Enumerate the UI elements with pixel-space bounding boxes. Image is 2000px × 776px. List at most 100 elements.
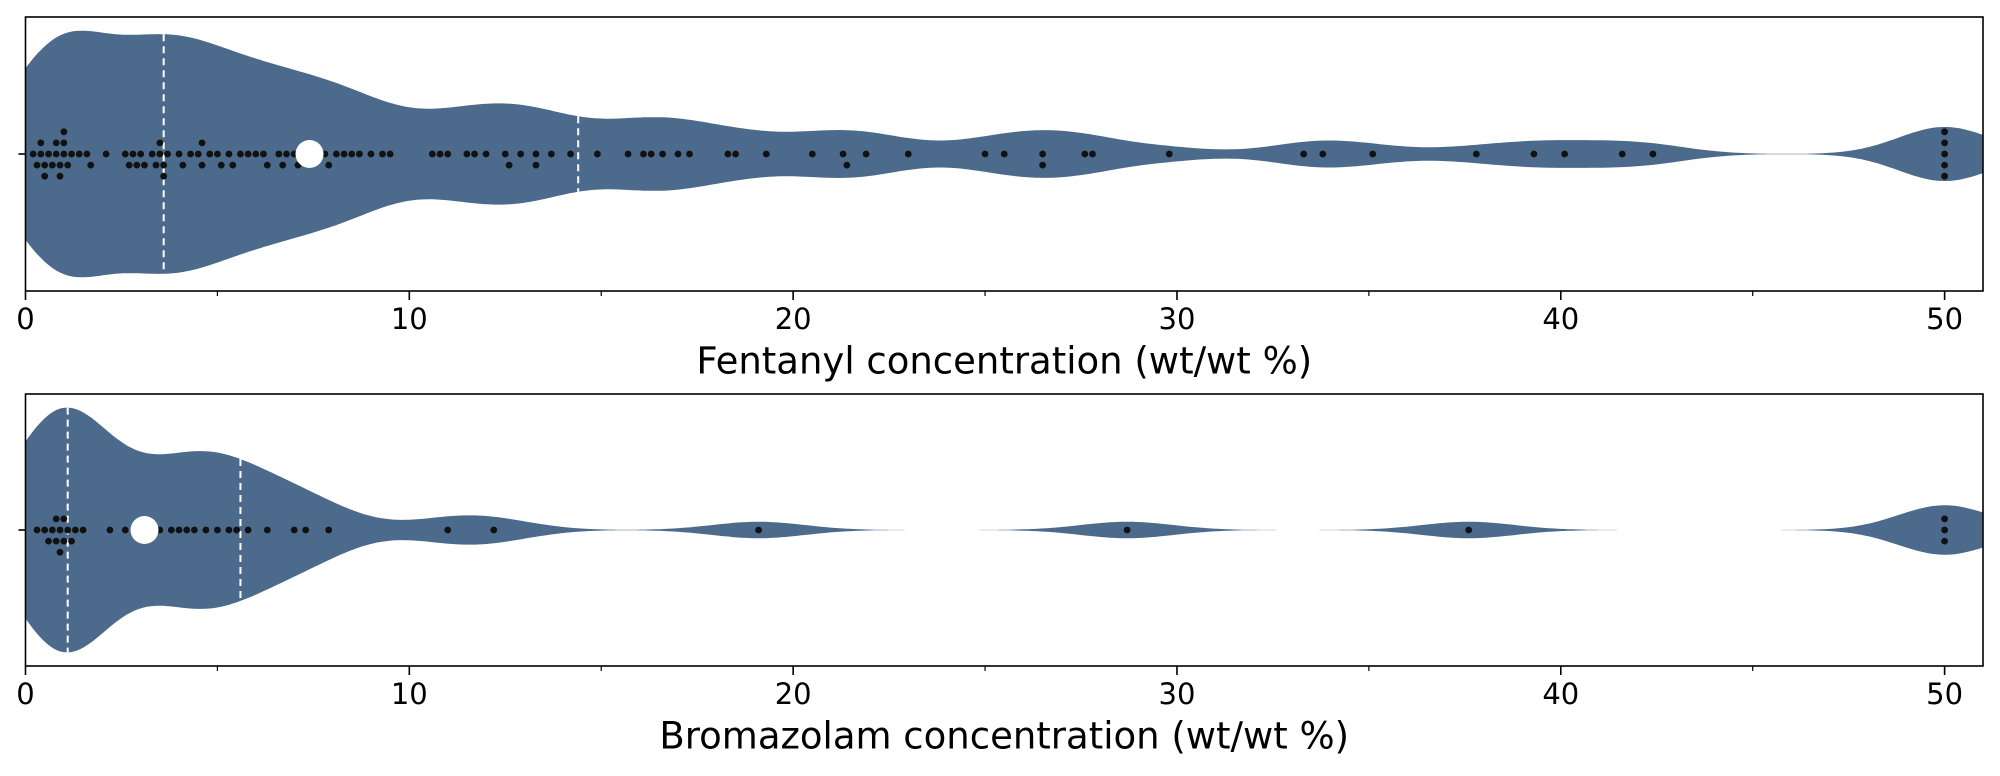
data-point bbox=[356, 150, 363, 158]
data-point bbox=[187, 150, 194, 158]
data-point bbox=[1472, 150, 1480, 158]
data-point bbox=[87, 161, 95, 169]
data-point bbox=[1123, 526, 1131, 534]
data-point bbox=[148, 150, 156, 158]
x-tick-label: 20 bbox=[775, 677, 812, 711]
data-point bbox=[160, 161, 168, 169]
data-point bbox=[490, 526, 498, 534]
data-point bbox=[1941, 128, 1949, 136]
data-point bbox=[283, 150, 290, 158]
data-point bbox=[517, 150, 525, 158]
data-point bbox=[1618, 150, 1626, 158]
data-point bbox=[1039, 150, 1047, 158]
data-point bbox=[1165, 150, 1173, 158]
x-tick-label: 50 bbox=[1926, 677, 1963, 711]
data-point bbox=[56, 548, 64, 556]
data-point bbox=[133, 161, 141, 169]
data-point bbox=[60, 515, 68, 523]
data-point bbox=[56, 161, 64, 169]
data-point bbox=[121, 526, 129, 534]
data-point bbox=[532, 150, 540, 158]
data-point bbox=[60, 128, 68, 136]
data-point bbox=[1000, 150, 1008, 158]
data-point bbox=[624, 150, 632, 158]
data-point bbox=[37, 150, 45, 158]
data-point bbox=[41, 172, 49, 180]
data-point bbox=[647, 150, 655, 158]
median-marker bbox=[130, 516, 159, 544]
data-point bbox=[1941, 139, 1949, 147]
data-point bbox=[41, 161, 49, 169]
data-point bbox=[183, 526, 191, 534]
data-point bbox=[52, 537, 60, 545]
data-point bbox=[175, 150, 183, 158]
data-point bbox=[436, 150, 444, 158]
data-point bbox=[302, 526, 310, 534]
data-point bbox=[83, 150, 91, 158]
data-point bbox=[501, 150, 509, 158]
data-point bbox=[981, 150, 989, 158]
data-point bbox=[290, 526, 298, 534]
data-point bbox=[60, 139, 68, 147]
data-point bbox=[125, 161, 133, 169]
data-point bbox=[64, 526, 72, 534]
data-point bbox=[233, 526, 241, 534]
data-point bbox=[167, 526, 175, 534]
x-tick-label: 10 bbox=[391, 677, 428, 711]
data-point bbox=[444, 150, 452, 158]
data-point bbox=[214, 526, 221, 534]
data-point bbox=[52, 150, 60, 158]
data-point bbox=[229, 161, 237, 169]
x-tick-label: 10 bbox=[391, 302, 428, 336]
data-point bbox=[1369, 150, 1377, 158]
data-point bbox=[106, 526, 114, 534]
data-point bbox=[214, 150, 221, 158]
median-marker bbox=[295, 140, 324, 168]
data-point bbox=[325, 161, 333, 169]
data-point bbox=[217, 161, 225, 169]
data-point bbox=[1941, 537, 1949, 545]
data-point bbox=[60, 150, 68, 158]
data-point bbox=[71, 526, 79, 534]
data-point bbox=[52, 139, 60, 147]
data-point bbox=[244, 150, 252, 158]
data-point bbox=[202, 526, 210, 534]
data-point bbox=[1941, 515, 1949, 523]
x-tick-label: 40 bbox=[1542, 302, 1579, 336]
data-point bbox=[505, 161, 513, 169]
data-point bbox=[843, 161, 851, 169]
data-point bbox=[206, 150, 214, 158]
data-point bbox=[198, 139, 206, 147]
data-point bbox=[659, 150, 667, 158]
data-point bbox=[463, 150, 471, 158]
x-tick-label: 20 bbox=[775, 302, 812, 336]
data-point bbox=[156, 139, 164, 147]
data-point bbox=[1081, 150, 1089, 158]
data-point bbox=[547, 150, 555, 158]
data-point bbox=[386, 150, 394, 158]
data-point bbox=[348, 150, 356, 158]
data-point bbox=[674, 150, 682, 158]
data-point bbox=[755, 526, 763, 534]
data-point bbox=[1941, 150, 1949, 158]
data-point bbox=[263, 526, 271, 534]
data-point bbox=[1530, 150, 1538, 158]
data-point bbox=[1941, 172, 1949, 180]
data-point bbox=[45, 150, 52, 158]
data-point bbox=[482, 150, 490, 158]
data-point bbox=[141, 161, 148, 169]
data-point bbox=[48, 161, 56, 169]
data-point bbox=[724, 150, 732, 158]
data-point bbox=[260, 150, 267, 158]
data-point bbox=[1039, 161, 1047, 169]
data-point bbox=[862, 150, 870, 158]
data-point bbox=[68, 537, 75, 545]
data-point bbox=[325, 526, 333, 534]
data-point bbox=[52, 515, 60, 523]
data-point bbox=[137, 150, 145, 158]
data-point bbox=[808, 150, 816, 158]
data-point bbox=[75, 150, 83, 158]
data-point bbox=[332, 150, 340, 158]
data-point bbox=[252, 150, 260, 158]
